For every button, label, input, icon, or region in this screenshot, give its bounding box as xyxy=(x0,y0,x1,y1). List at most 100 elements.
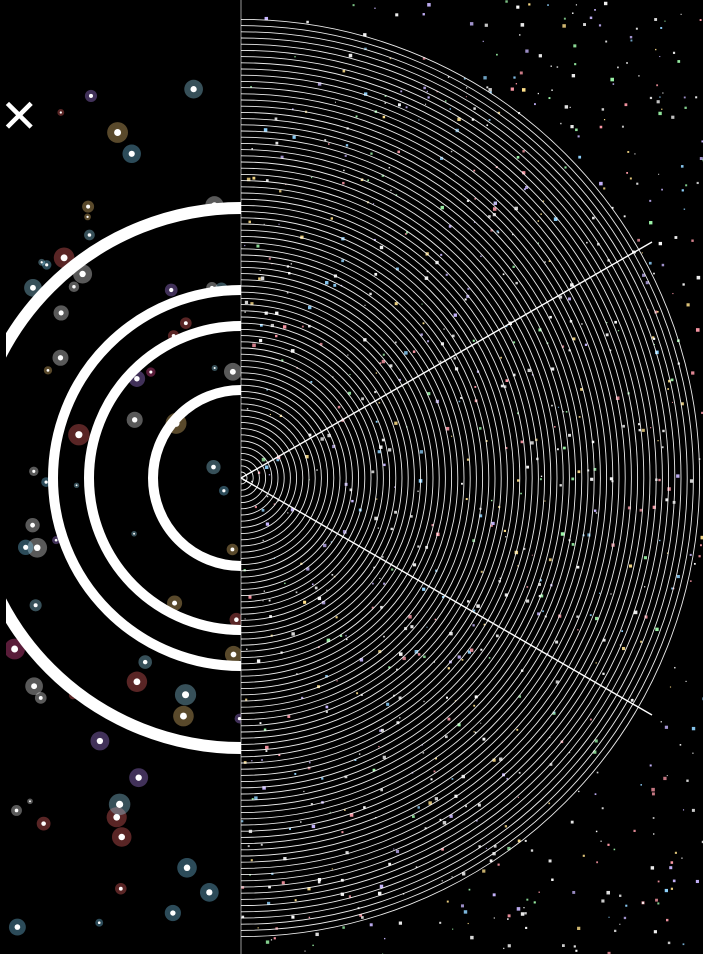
star-speck xyxy=(619,894,622,897)
star-speck xyxy=(374,390,377,394)
star-speck xyxy=(422,752,425,754)
star-speck xyxy=(399,717,401,719)
star-speck xyxy=(447,667,450,670)
star-speck xyxy=(503,529,506,533)
star-speck xyxy=(602,638,606,642)
star-speck xyxy=(578,790,580,793)
star xyxy=(54,538,58,542)
star-speck xyxy=(358,753,361,755)
star-speck xyxy=(615,396,620,401)
star-speck xyxy=(381,359,386,364)
star-speck xyxy=(503,947,505,950)
star-speck xyxy=(551,89,553,91)
star-speck xyxy=(521,88,526,92)
star-speck xyxy=(655,627,659,632)
star-speck xyxy=(622,646,626,651)
star-speck xyxy=(382,115,386,119)
star-speck xyxy=(664,20,666,22)
star-speck xyxy=(270,939,273,941)
star-speck xyxy=(473,731,475,733)
star-speck xyxy=(549,763,553,766)
star xyxy=(75,484,78,487)
star-speck xyxy=(263,223,265,225)
star-speck xyxy=(471,118,475,121)
star-speck xyxy=(329,811,331,813)
star-speck xyxy=(660,721,662,723)
star-speck xyxy=(310,803,313,806)
star-speck xyxy=(397,150,400,154)
star-speck xyxy=(601,807,604,810)
star-speck xyxy=(363,806,366,809)
star-speck xyxy=(548,97,551,100)
star-speck xyxy=(262,786,266,790)
star xyxy=(213,366,216,370)
star-speck xyxy=(361,916,364,919)
star xyxy=(211,464,216,470)
star xyxy=(33,603,38,608)
star-speck xyxy=(386,702,390,706)
star-speck xyxy=(624,103,628,107)
star-speck xyxy=(454,700,457,702)
star-speck xyxy=(670,378,674,382)
star-speck xyxy=(449,108,451,110)
star-speck xyxy=(537,242,539,244)
arc xyxy=(241,359,360,597)
star-speck xyxy=(607,951,611,954)
star-speck xyxy=(478,427,482,430)
arc xyxy=(241,56,663,900)
star-speck xyxy=(490,229,493,232)
star-speck xyxy=(325,281,329,285)
close-button[interactable]: ✕ xyxy=(0,86,39,146)
star-speck xyxy=(405,106,408,109)
star-speck xyxy=(244,311,246,313)
arc xyxy=(241,248,471,708)
star-speck xyxy=(373,238,376,241)
star-speck xyxy=(480,648,483,651)
star-speck xyxy=(430,778,433,781)
close-icon[interactable]: ✕ xyxy=(0,89,39,143)
star-speck xyxy=(417,545,420,548)
star-speck xyxy=(574,63,577,66)
star xyxy=(38,695,43,700)
arc xyxy=(241,328,391,628)
star-speck xyxy=(589,16,593,20)
star-speck xyxy=(427,3,431,7)
star-speck xyxy=(519,71,523,75)
star-speck xyxy=(279,190,282,193)
star-speck xyxy=(672,292,674,295)
star-speck xyxy=(399,652,403,656)
star-speck xyxy=(603,119,606,121)
star-speck xyxy=(379,729,382,732)
star-speck xyxy=(517,565,519,567)
star-speck xyxy=(325,674,328,678)
star-speck xyxy=(369,923,373,927)
star-speck xyxy=(575,949,578,952)
star-speck xyxy=(290,349,295,353)
star-speck xyxy=(303,790,305,793)
star-speck xyxy=(488,657,491,659)
star-speck xyxy=(630,39,633,42)
star-speck xyxy=(577,135,580,138)
ring xyxy=(84,321,241,635)
star-speck xyxy=(354,758,357,761)
star-speck xyxy=(520,912,525,916)
star-speck xyxy=(274,117,278,121)
arc xyxy=(241,242,477,714)
star-speck xyxy=(482,40,484,43)
star-speck xyxy=(572,337,576,341)
star-speck xyxy=(662,429,665,433)
star-speck xyxy=(638,75,640,77)
star-speck xyxy=(380,605,383,609)
star-speck xyxy=(526,465,530,469)
star-speck xyxy=(275,334,278,338)
star-speck xyxy=(457,723,461,727)
star-speck xyxy=(656,84,659,87)
star-speck xyxy=(451,334,455,338)
star-speck xyxy=(499,757,503,761)
star-speck xyxy=(291,915,295,919)
star-speck xyxy=(656,100,660,104)
star-speck xyxy=(332,444,336,449)
star-speck xyxy=(472,624,475,627)
star-speck xyxy=(507,846,511,851)
star xyxy=(58,310,64,316)
